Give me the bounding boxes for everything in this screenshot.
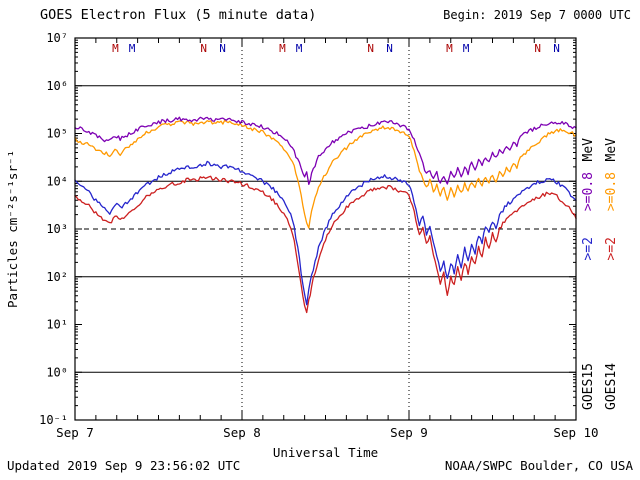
y-tick-label: 10⁶ xyxy=(46,79,68,93)
x-tick-label: Sep 7 xyxy=(56,425,94,440)
legend-goes15-e08-label: >=0.8 xyxy=(581,172,596,212)
marker-n: N xyxy=(219,42,226,55)
marker-m: M xyxy=(463,42,470,55)
y-tick-label: 10⁰ xyxy=(46,365,68,379)
marker-m: M xyxy=(112,42,119,55)
marker-m: M xyxy=(129,42,136,55)
source-attribution: NOAA/SWPC Boulder, CO USA xyxy=(444,458,633,473)
x-axis-label: Universal Time xyxy=(272,445,379,460)
marker-n: N xyxy=(534,42,541,55)
chart-title: GOES Electron Flux (5 minute data) xyxy=(40,7,317,23)
y-tick-label: 10¹ xyxy=(46,318,68,332)
x-tick-label: Sep 9 xyxy=(390,425,428,440)
begin-time-label: Begin: 2019 Sep 7 0000 UTC xyxy=(443,8,631,22)
legend-goes14-mev-unit: MeV xyxy=(604,138,619,162)
y-tick-label: 10² xyxy=(46,270,68,284)
y-tick-label: 10⁻¹ xyxy=(39,413,68,427)
legend-goes14-e08-label: >=0.8 xyxy=(604,172,619,212)
y-tick-label: 10⁵ xyxy=(46,127,68,141)
y-tick-label: 10⁴ xyxy=(46,174,68,188)
legend-goes15-mev-unit: MeV xyxy=(581,138,596,162)
y-tick-label: 10⁷ xyxy=(46,31,68,45)
series-goes14-2-mev xyxy=(74,175,577,314)
y-tick-label: 10³ xyxy=(46,222,68,236)
series-goes15-2-mev xyxy=(74,160,577,306)
marker-m: M xyxy=(296,42,303,55)
series-goes14-0-8-mev xyxy=(74,119,577,229)
marker-m: M xyxy=(446,42,453,55)
updated-timestamp: Updated 2019 Sep 9 23:56:02 UTC xyxy=(7,458,241,473)
plot-border xyxy=(74,37,577,421)
marker-n: N xyxy=(386,42,393,55)
marker-n: N xyxy=(553,42,560,55)
y-axis-label: Particles cm⁻²s⁻¹sr⁻¹ xyxy=(5,149,20,309)
marker-n: N xyxy=(367,42,374,55)
legend-goes15-name: GOES15 xyxy=(581,363,596,410)
legend-goes14-e2-label: >=2 xyxy=(604,237,619,261)
marker-n: N xyxy=(200,42,207,55)
series-goes15-0-8-mev xyxy=(74,116,577,186)
marker-m: M xyxy=(279,42,286,55)
legend-goes15-e2-label: >=2 xyxy=(581,237,596,261)
x-tick-label: Sep 10 xyxy=(553,425,598,440)
legend-goes14-name: GOES14 xyxy=(604,363,619,410)
x-tick-label: Sep 8 xyxy=(223,425,261,440)
